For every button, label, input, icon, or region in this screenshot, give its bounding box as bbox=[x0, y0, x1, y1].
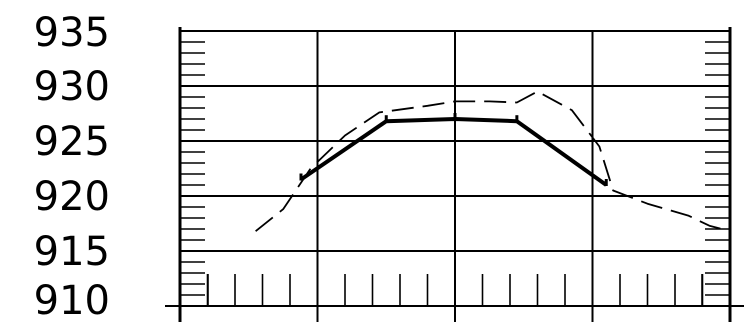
y-tick-label-3: 920 bbox=[34, 174, 110, 220]
ticks bbox=[180, 41, 730, 306]
series bbox=[255, 90, 731, 233]
series-line-1 bbox=[255, 90, 731, 233]
plot-frame bbox=[178, 27, 732, 322]
y-tick-label-0: 935 bbox=[34, 10, 110, 56]
y-tick-label-2: 925 bbox=[34, 119, 110, 165]
y-tick-label-1: 930 bbox=[34, 64, 110, 110]
series-line-0 bbox=[299, 117, 608, 187]
y-tick-label-5: 910 bbox=[34, 278, 110, 324]
grid bbox=[165, 30, 744, 322]
y-tick-label-4: 915 bbox=[34, 229, 110, 275]
